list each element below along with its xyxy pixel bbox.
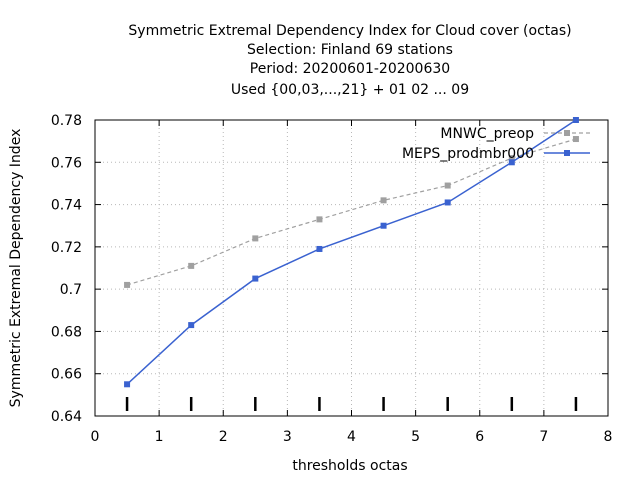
- series-point-meps-prodmbr000: [444, 199, 451, 206]
- x-tick-label: 2: [219, 429, 228, 445]
- series-point-mnwc-preop: [380, 197, 387, 204]
- legend: MNWC_preop MEPS_prodmbr000: [402, 126, 590, 162]
- series-point-mnwc-preop: [444, 182, 451, 189]
- chart-subtitle-selection: Selection: Finland 69 stations: [247, 42, 453, 58]
- x-tick-label: 0: [91, 429, 100, 445]
- series-point-mnwc-preop: [316, 216, 323, 223]
- x-tick-label: 7: [539, 429, 548, 445]
- legend-label-meps-prodmbr000: MEPS_prodmbr000: [402, 146, 534, 162]
- y-axis-ticks: 0.64 0.66 0.68 0.7 0.72 0.74 0.76 0.78: [51, 113, 608, 425]
- series-line-mnwc-preop: [126, 138, 577, 286]
- series-point-meps-prodmbr000: [508, 159, 515, 166]
- series-point-meps-prodmbr000: [188, 322, 195, 329]
- y-tick-label: 0.66: [51, 367, 82, 383]
- y-tick-label: 0.72: [51, 240, 82, 256]
- x-tick-label: 8: [604, 429, 613, 445]
- sample-markers: [125, 397, 578, 411]
- chart-title-block: Symmetric Extremal Dependency Index for …: [128, 23, 571, 98]
- y-axis-label: Symmetric Extremal Dependency Index: [8, 129, 24, 408]
- series-line-meps-prodmbr000: [126, 119, 577, 385]
- series-point-mnwc-preop: [508, 155, 515, 162]
- x-axis-ticks: 0 1 2 3 4 5 6 7 8: [91, 120, 613, 445]
- y-tick-label: 0.74: [51, 198, 82, 214]
- x-tick-label: 1: [155, 429, 164, 445]
- series-point-meps-prodmbr000: [380, 222, 387, 229]
- y-tick-label: 0.76: [51, 155, 82, 171]
- legend-marker-mnwc-preop: [564, 130, 570, 136]
- y-tick-label: 0.64: [51, 409, 82, 425]
- x-axis-label: thresholds octas: [292, 458, 407, 474]
- legend-marker-meps-prodmbr000: [564, 150, 570, 156]
- series-point-meps-prodmbr000: [252, 275, 259, 282]
- x-tick-label: 4: [347, 429, 356, 445]
- series-point-mnwc-preop: [188, 262, 195, 269]
- series-point-mnwc-preop: [572, 136, 579, 143]
- chart-title: Symmetric Extremal Dependency Index for …: [128, 23, 571, 39]
- x-tick-label: 5: [411, 429, 420, 445]
- x-tick-label: 6: [475, 429, 484, 445]
- x-tick-label: 3: [283, 429, 292, 445]
- series-point-meps-prodmbr000: [316, 245, 323, 252]
- series-layer: [124, 117, 579, 388]
- y-tick-label: 0.68: [51, 324, 82, 340]
- series-point-mnwc-preop: [252, 235, 259, 242]
- chart-subtitle-used: Used {00,03,...,21} + 01 02 ... 09: [231, 82, 469, 98]
- series-point-meps-prodmbr000: [124, 381, 131, 388]
- y-tick-label: 0.7: [60, 282, 82, 298]
- series-point-mnwc-preop: [124, 281, 131, 288]
- chart-subtitle-period: Period: 20200601-20200630: [250, 61, 450, 77]
- legend-label-mnwc-preop: MNWC_preop: [440, 126, 534, 142]
- grid: [95, 120, 608, 416]
- y-tick-label: 0.78: [51, 113, 82, 129]
- series-point-meps-prodmbr000: [572, 117, 579, 123]
